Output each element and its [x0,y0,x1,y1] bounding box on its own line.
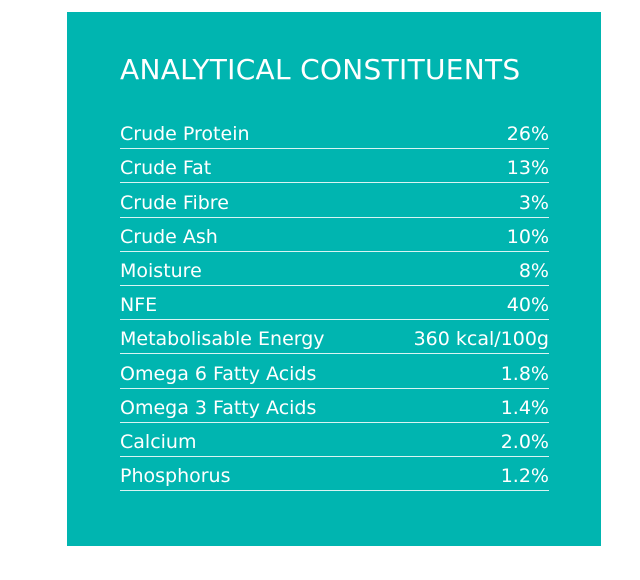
constituent-value: 10% [506,225,549,248]
constituent-value: 1.8% [500,362,549,385]
analytical-constituents-panel: ANALYTICAL CONSTITUENTS Crude Protein 26… [67,12,601,546]
constituent-value: 3% [518,191,549,214]
constituents-table: Crude Protein 26% Crude Fat 13% Crude Fi… [120,115,549,492]
constituent-value: 26% [506,123,549,146]
constituent-row: Phosphorus 1.2% [120,457,549,492]
constituent-row: Omega 6 Fatty Acids 1.8% [120,354,549,389]
constituent-value: 1.4% [500,396,549,419]
constituent-name: Moisture [120,259,202,282]
constituent-row: Calcium 2.0% [120,423,549,457]
constituent-name: Crude Fat [120,157,212,180]
constituent-name: Omega 6 Fatty Acids [120,362,317,385]
constituent-value: 2.0% [500,430,549,453]
constituent-row: NFE 40% [120,286,549,321]
constituent-value: 360 kcal/100g [413,328,549,351]
constituent-name: Omega 3 Fatty Acids [120,396,317,419]
constituent-value: 13% [506,157,549,180]
constituent-name: Phosphorus [120,465,231,488]
constituent-name: Calcium [120,430,197,453]
constituent-row: Crude Fibre 3% [120,183,549,218]
constituent-row: Omega 3 Fatty Acids 1.4% [120,389,549,423]
constituent-name: NFE [120,294,158,317]
constituent-row: Crude Protein 26% [120,115,549,150]
constituent-row: Moisture 8% [120,252,549,286]
constituent-row: Crude Ash 10% [120,218,549,252]
constituent-name: Crude Ash [120,225,218,248]
constituent-value: 8% [518,259,549,282]
constituent-row: Crude Fat 13% [120,149,549,184]
constituent-value: 1.2% [500,465,549,488]
constituent-row: Metabolisable Energy 360 kcal/100g [120,320,549,355]
constituent-name: Crude Fibre [120,191,229,214]
constituent-value: 40% [506,294,549,317]
constituent-name: Crude Protein [120,123,250,146]
constituent-name: Metabolisable Energy [120,328,325,351]
panel-title: ANALYTICAL CONSTITUENTS [120,53,521,86]
